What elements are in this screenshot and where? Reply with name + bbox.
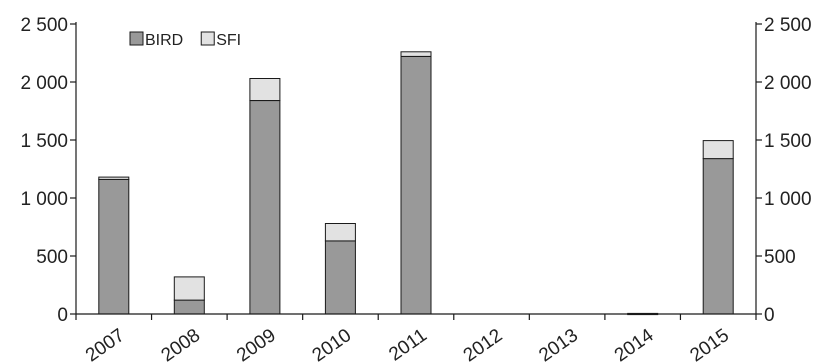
x-tick-label-2015: 2015 xyxy=(686,325,733,362)
bar-bird-2015 xyxy=(702,158,734,315)
bar-sfi-2010 xyxy=(324,223,356,242)
bar-sfi-2011 xyxy=(400,51,432,57)
y-tick-label-right: 500 xyxy=(764,247,796,268)
x-tick-label-2011: 2011 xyxy=(385,325,431,362)
x-tick-label-2014: 2014 xyxy=(611,325,658,362)
bar-sfi-2015 xyxy=(702,140,734,160)
x-tick-label-2010: 2010 xyxy=(309,325,356,362)
y-tick-label-right: 2 500 xyxy=(764,15,812,36)
y-tick-label-left: 2 500 xyxy=(20,15,68,36)
legend: BIRD SFI xyxy=(129,31,241,49)
x-tick-label-2012: 2012 xyxy=(460,325,507,362)
bar-sfi-2009 xyxy=(249,78,281,101)
legend-label-bird: BIRD xyxy=(145,32,183,49)
y-tick-label-right: 2 000 xyxy=(764,73,812,94)
x-tick-label-2007: 2007 xyxy=(82,325,129,362)
x-tick-label-2013: 2013 xyxy=(535,325,582,362)
y-tick-label-left: 1 000 xyxy=(20,189,68,210)
bar-bird-2009 xyxy=(249,100,281,315)
bar-sfi-2008 xyxy=(173,276,205,301)
bar-bird-2010 xyxy=(324,240,356,315)
bar-bird-2011 xyxy=(400,56,432,315)
bar-sfi-2007 xyxy=(98,176,130,180)
y-tick-label-right: 1 000 xyxy=(764,189,812,210)
y-tick-label-right: 1 500 xyxy=(764,131,812,152)
legend-swatch-sfi xyxy=(200,31,215,46)
y-tick-label-left: 2 000 xyxy=(20,73,68,94)
y-tick-label-left: 0 xyxy=(57,305,68,326)
legend-label-sfi: SFI xyxy=(216,32,241,49)
y-tick-label-left: 1 500 xyxy=(20,131,68,152)
bars-layer xyxy=(98,51,734,316)
bar-bird-2008 xyxy=(173,299,205,315)
legend-swatch-bird xyxy=(129,31,144,46)
bar-bird-2007 xyxy=(98,178,130,315)
x-tick-label-2008: 2008 xyxy=(158,325,205,362)
x-tick-label-2009: 2009 xyxy=(233,325,280,362)
y-tick-label-right: 0 xyxy=(764,305,775,326)
y-tick-label-left: 500 xyxy=(36,247,68,268)
